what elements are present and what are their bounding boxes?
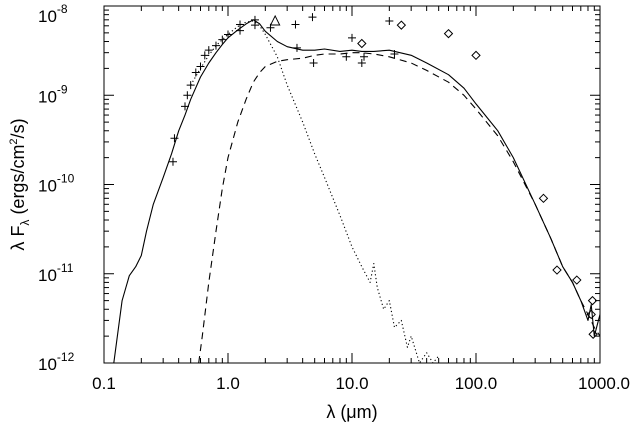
diamond-marker [443,28,454,39]
plus-marker [211,41,220,50]
plus-marker [180,102,189,111]
plus-marker [309,58,318,67]
plus-marker [218,35,227,44]
plus-marker [250,15,259,24]
diamond-marker [396,20,407,30]
plus-marker [291,20,300,29]
major-ticks [103,5,601,364]
plus-marker [357,58,366,67]
triangle-marker [269,14,281,26]
x-tick-label: 100.0 [455,374,498,393]
plus-marker [292,43,301,52]
plus-marker [204,46,213,55]
y-axis-title: λ Fλ (ergs/cm2/s) [8,118,32,250]
plus-marker [390,49,399,58]
x-axis-title: λ (μm) [326,402,377,422]
plus-marker [170,134,179,143]
plus-marker [168,157,177,166]
plus-marker [342,52,351,61]
diamond-marker [572,275,582,285]
svg-text:λ Fλ (ergs/cm2/s): λ Fλ (ergs/cm2/s) [8,118,32,250]
diamond-marker [587,295,598,306]
plus-marker [183,91,192,100]
x-tick-label: 0.1 [92,374,116,393]
plus-marker [186,81,195,90]
plus-marker [360,52,369,61]
y-tick-label: 10-10 [38,172,75,196]
plus-marker [236,20,245,29]
x-tick-label: 1.0 [216,374,240,393]
series-line-dashed [198,52,600,363]
x-tick-label: 10.0 [335,374,368,393]
diamond-marker [538,193,549,204]
series-line-solid [113,19,600,363]
plus-marker [348,33,356,42]
y-tick-label: 10-9 [38,82,68,106]
series-line-dotted [190,20,440,363]
plus-marker [224,30,232,39]
y-tick-label: 10-11 [38,261,74,285]
series-layer [113,19,600,363]
x-tick-label: 1000.0 [578,374,630,393]
minor-ticks [104,6,600,363]
y-tick-label: 10-12 [38,350,75,374]
diamond-marker [586,309,596,320]
diamond-marker [357,38,367,49]
diamond-marker [552,265,562,275]
diamond-marker [471,50,481,61]
plus-marker [200,51,209,60]
plus-marker [308,13,317,22]
diamond-marker [588,329,598,339]
marker-layer [168,13,598,339]
plus-marker [191,68,200,77]
y-tick-label: 10-8 [38,2,68,26]
plus-marker [196,62,205,71]
x-tick-labels: 0.1 1.0 10.0 100.0 1000.0 [92,374,630,393]
plus-marker [385,16,394,25]
y-tick-labels: 10-12 10-11 10-10 10-9 10-8 [38,2,75,374]
